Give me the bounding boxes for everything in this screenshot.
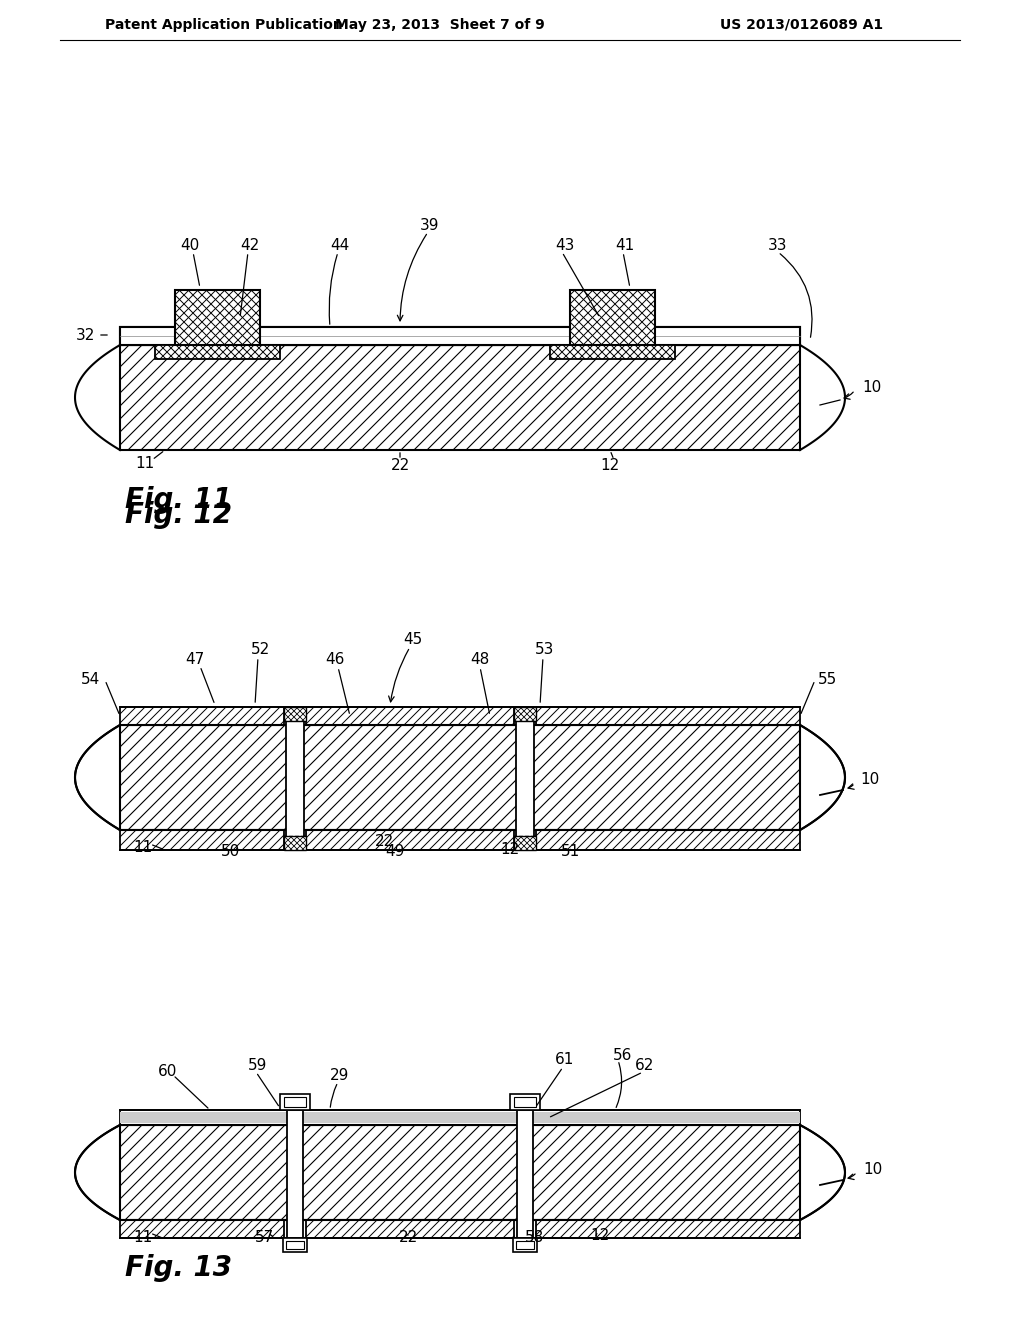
Bar [120,327,800,345]
Text: 45: 45 [403,632,423,648]
Bar [306,830,514,850]
Text: 22: 22 [398,1230,418,1246]
Bar [306,708,514,725]
Bar [517,1110,534,1238]
Bar [514,1097,536,1107]
Text: 41: 41 [615,238,635,252]
Text: 57: 57 [255,1230,274,1246]
Text: 60: 60 [159,1064,178,1080]
Bar [536,708,800,725]
Text: 50: 50 [220,845,240,859]
Text: 10: 10 [860,772,880,788]
Text: 43: 43 [555,238,574,252]
Text: Fig. 11: Fig. 11 [125,486,232,513]
Text: 22: 22 [390,458,410,473]
Bar [120,1110,800,1125]
Text: 33: 33 [768,238,787,252]
Text: 39: 39 [420,218,439,232]
Text: 12: 12 [591,1229,609,1243]
Text: 53: 53 [536,643,555,657]
Bar [120,830,284,850]
Bar [536,830,800,850]
Bar [120,708,284,725]
Bar [516,1241,534,1249]
Bar [284,708,306,721]
Bar [510,1094,540,1110]
Bar [284,1097,306,1107]
Bar [287,1110,303,1238]
Bar [514,708,536,721]
Bar [120,327,800,345]
Bar [513,1238,537,1251]
Text: Fig. 12: Fig. 12 [125,502,232,529]
Bar [120,329,800,343]
Text: 10: 10 [862,380,882,395]
Text: 12: 12 [501,842,519,858]
Text: US 2013/0126089 A1: US 2013/0126089 A1 [720,18,883,32]
Bar [550,345,675,359]
Text: 29: 29 [331,1068,349,1082]
Text: 54: 54 [81,672,100,688]
Text: 61: 61 [555,1052,574,1068]
Text: 32: 32 [76,327,95,342]
Text: 12: 12 [600,458,620,473]
Text: 11: 11 [133,1230,153,1246]
Bar [286,708,304,850]
Text: 22: 22 [376,834,394,850]
Bar [570,290,655,345]
Text: May 23, 2013  Sheet 7 of 9: May 23, 2013 Sheet 7 of 9 [335,18,545,32]
Bar [280,1094,310,1110]
Text: 62: 62 [635,1059,654,1073]
Text: 46: 46 [326,652,345,668]
Bar [536,1220,800,1238]
Text: 59: 59 [248,1057,267,1072]
Bar [120,1220,284,1238]
Text: 58: 58 [525,1230,545,1246]
Bar [516,708,534,850]
Text: 51: 51 [560,845,580,859]
Bar [306,1220,514,1238]
Bar [120,1111,800,1123]
Bar [514,836,536,850]
Bar [155,345,280,359]
Text: 55: 55 [818,672,838,688]
Text: 42: 42 [241,238,260,252]
Text: 11: 11 [133,841,153,855]
Bar [120,1125,800,1220]
Bar [120,725,800,830]
Text: 11: 11 [135,455,155,470]
Text: 52: 52 [251,643,269,657]
Text: 48: 48 [470,652,489,668]
Text: 40: 40 [180,238,200,252]
Text: 44: 44 [331,238,349,252]
Text: Fig. 13: Fig. 13 [125,1254,232,1282]
Text: 10: 10 [863,1162,883,1176]
Text: 56: 56 [613,1048,633,1063]
Bar [120,345,800,450]
Text: 49: 49 [385,845,404,859]
Text: 47: 47 [185,652,205,668]
Bar [286,1241,304,1249]
Text: Patent Application Publication: Patent Application Publication [105,18,343,32]
Bar [175,290,260,345]
Bar [284,836,306,850]
Bar [283,1238,307,1251]
